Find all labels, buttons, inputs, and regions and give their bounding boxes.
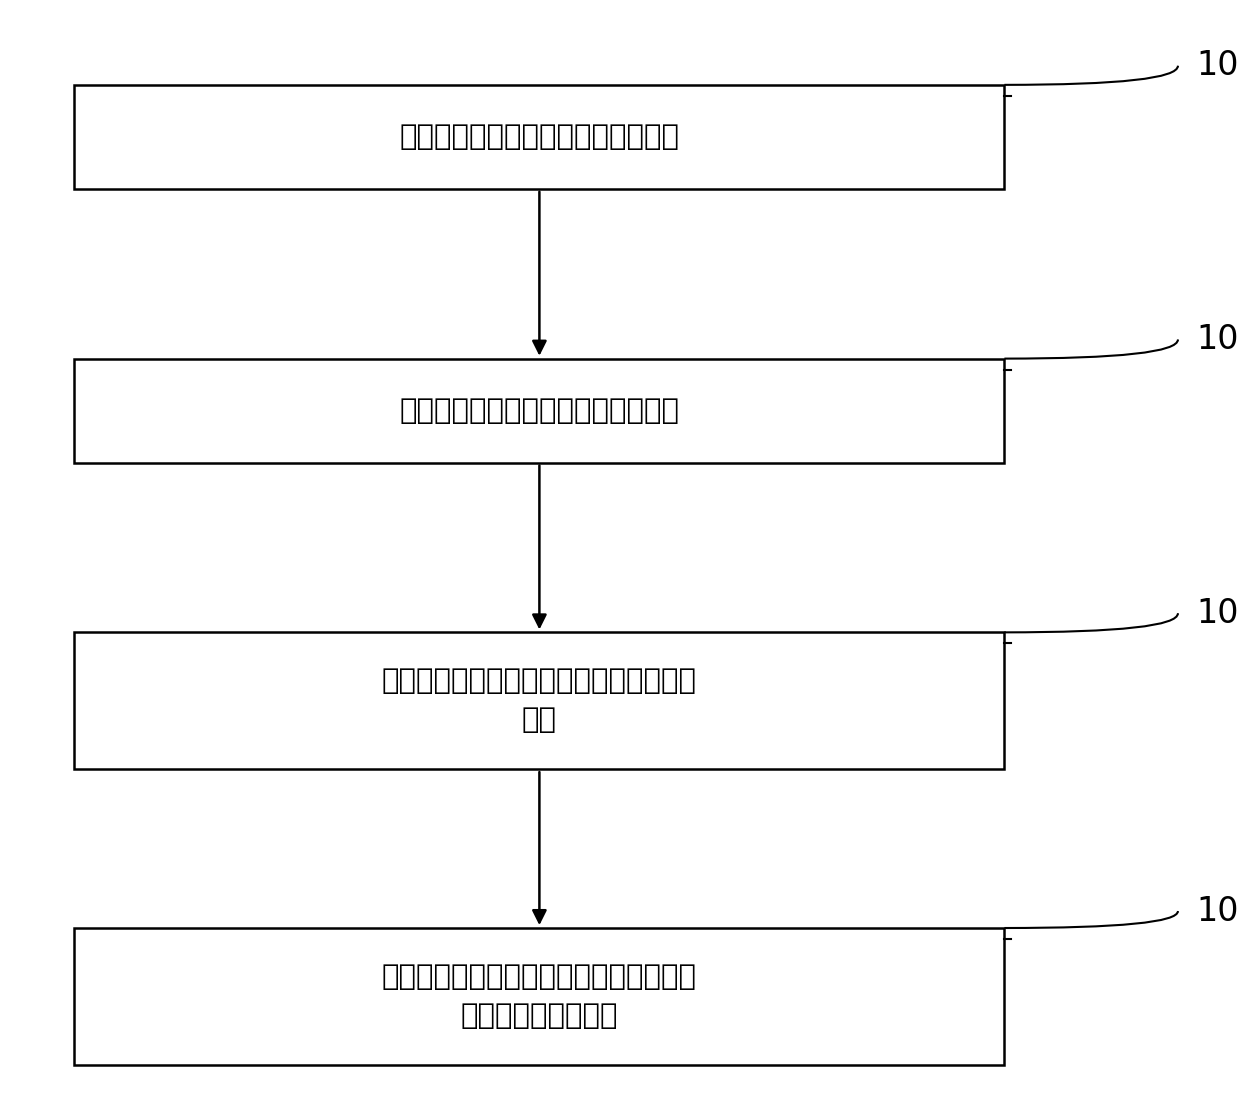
Text: 101: 101 (1197, 49, 1240, 82)
Text: 将测井曲线的声波値以对数形式显示: 将测井曲线的声波値以对数形式显示 (399, 396, 680, 425)
Text: 获取测井曲线中的声波曲线的测井値: 获取测井曲线中的声波曲线的测井値 (399, 123, 680, 151)
Text: 根据交会图中曲线在层序界面上下的变化
规律，识别层序界面: 根据交会图中曲线在层序界面上下的变化 规律，识别层序界面 (382, 963, 697, 1030)
Text: 102: 102 (1197, 323, 1240, 356)
Bar (74, 85, 1004, 188)
Bar (74, 929, 1004, 1064)
Bar (74, 359, 1004, 462)
Text: 103: 103 (1197, 597, 1240, 630)
Text: 利用深度和对数形式的声波时差値绘制交
会图: 利用深度和对数形式的声波时差値绘制交 会图 (382, 667, 697, 735)
Bar (74, 633, 1004, 769)
Text: 104: 104 (1197, 895, 1240, 927)
